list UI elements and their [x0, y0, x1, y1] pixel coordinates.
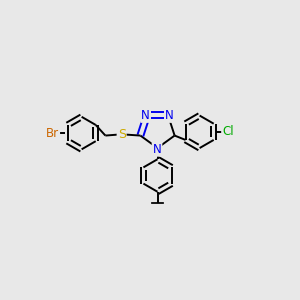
Text: Cl: Cl [222, 125, 234, 138]
Text: N: N [141, 109, 150, 122]
Text: Br: Br [46, 127, 59, 140]
Text: N: N [153, 143, 161, 156]
Text: N: N [165, 109, 174, 122]
Text: S: S [118, 128, 126, 141]
